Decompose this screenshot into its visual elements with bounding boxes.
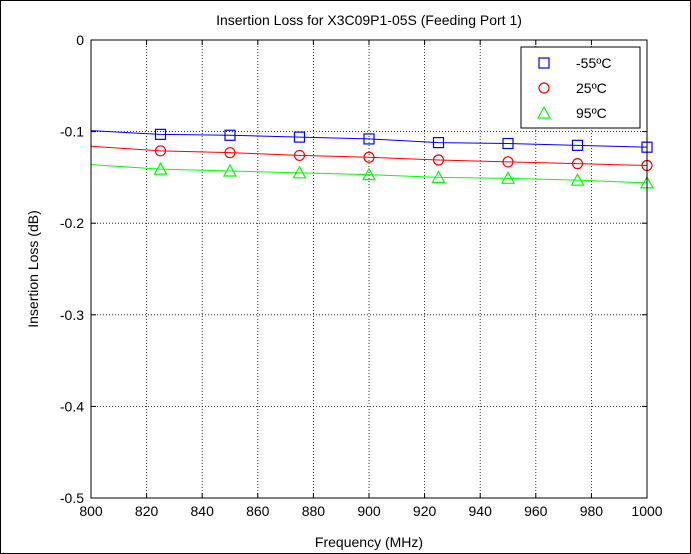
y-tick-label: -0.4: [60, 398, 84, 414]
y-tick-label: 0: [76, 32, 84, 48]
legend-marker-0: [538, 57, 550, 69]
y-tick-label: -0.3: [60, 307, 84, 323]
x-tick-label: 940: [469, 503, 493, 519]
data-point-1-5: [502, 156, 514, 168]
y-tick-label: -0.5: [60, 490, 84, 506]
series-line-2: [90, 164, 648, 184]
data-point-2-5: [500, 171, 516, 184]
y-tick-label: -0.2: [60, 215, 84, 231]
data-point-2-2: [292, 165, 307, 179]
data-point-2-3: [361, 167, 377, 181]
legend-items: -55ºC 25ºC 95ºC: [536, 55, 611, 121]
legend-label-0: -55ºC: [576, 55, 611, 71]
data-point-2-4: [431, 170, 446, 183]
legend-label-1: 25ºC: [576, 80, 607, 96]
data-point-1-4: [432, 154, 445, 166]
data-point-0-3: [363, 133, 375, 145]
data-point-0-4: [432, 136, 445, 149]
chart-title: Insertion Loss for X3C09P1-05S (Feeding …: [216, 12, 522, 28]
data-point-1-0: [154, 145, 167, 157]
data-point-2-0: [153, 161, 168, 175]
x-tick-label: 980: [580, 503, 604, 519]
axis-ticks: [90, 39, 648, 499]
data-point-1-1: [224, 147, 236, 159]
x-tick-labels: 800 820 840 860 880 900 920 940 960 980 1000: [79, 503, 662, 519]
data-point-2-1: [222, 163, 238, 177]
x-tick-label: 880: [302, 503, 326, 519]
data-point-1-2: [293, 149, 306, 162]
legend-label-2: 95ºC: [576, 105, 607, 121]
series-lines: [90, 130, 648, 184]
x-tick-label: 1000: [631, 503, 662, 519]
data-point-0-2: [293, 131, 306, 143]
series-markers: [153, 128, 655, 189]
grid-lines: [91, 40, 647, 498]
data-point-2-6: [570, 172, 585, 186]
x-tick-label: 800: [79, 503, 103, 519]
data-point-0-6: [571, 139, 584, 151]
legend: -55ºC 25ºC 95ºC: [520, 46, 641, 129]
data-point-0-1: [224, 129, 236, 141]
x-tick-label: 960: [524, 503, 548, 519]
y-tick-label: -0.1: [60, 124, 84, 140]
legend-box: [520, 46, 641, 129]
y-tick-labels: 0 -0.1 -0.2 -0.3 -0.4 -0.5: [60, 32, 84, 506]
data-point-1-3: [363, 151, 375, 163]
series-line-0: [90, 130, 648, 148]
x-tick-label: 860: [246, 503, 270, 519]
data-point-0-5: [502, 137, 514, 150]
x-tick-label: 920: [413, 503, 437, 519]
legend-marker-2: [536, 105, 552, 119]
series-line-1: [90, 145, 648, 166]
x-axis-label: Frequency (MHz): [315, 534, 423, 550]
legend-marker-1: [538, 82, 550, 94]
x-tick-label: 840: [191, 503, 215, 519]
x-tick-label: 820: [135, 503, 159, 519]
y-axis-label: Insertion Loss (dB): [25, 210, 41, 328]
data-point-0-0: [154, 128, 167, 140]
x-tick-label: 900: [357, 503, 381, 519]
data-point-1-6: [571, 158, 584, 170]
